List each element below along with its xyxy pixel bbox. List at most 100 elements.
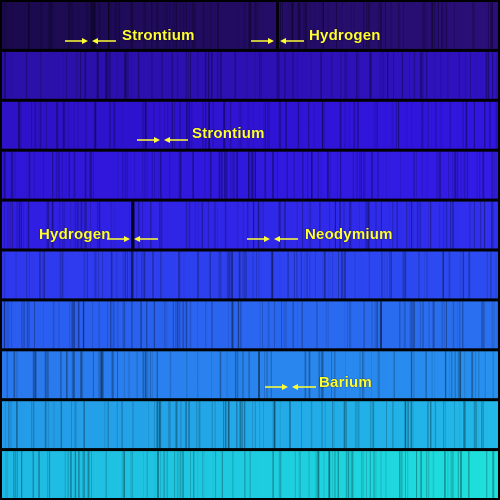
absorption-line — [465, 101, 468, 149]
absorption-line — [317, 301, 318, 349]
absorption-line — [426, 251, 428, 299]
absorption-line — [305, 2, 307, 49]
absorption-line — [468, 251, 471, 299]
absorption-line — [344, 301, 346, 349]
absorption-line — [77, 301, 80, 349]
absorption-line — [330, 51, 333, 99]
absorption-line — [309, 251, 311, 299]
absorption-line — [192, 2, 194, 49]
absorption-line — [371, 351, 372, 399]
absorption-line — [357, 101, 359, 149]
absorption-line — [223, 401, 225, 449]
absorption-line — [171, 51, 173, 99]
absorption-line — [293, 251, 295, 299]
absorption-line — [421, 101, 423, 149]
absorption-line — [465, 101, 467, 149]
absorption-line — [138, 51, 140, 99]
absorption-line — [250, 2, 252, 49]
absorption-line — [327, 151, 329, 199]
absorption-line — [84, 251, 86, 299]
absorption-line — [419, 201, 422, 249]
absorption-line — [463, 401, 465, 449]
absorption-line — [321, 2, 323, 49]
absorption-line — [78, 2, 80, 49]
absorption-line — [48, 2, 51, 49]
absorption-line — [45, 201, 48, 249]
absorption-line — [143, 151, 145, 199]
absorption-line — [183, 251, 185, 299]
absorption-line — [98, 301, 100, 349]
absorption-line — [259, 301, 261, 349]
absorption-line — [441, 2, 443, 49]
absorption-line — [435, 2, 436, 49]
absorption-line — [185, 51, 188, 99]
absorption-line — [369, 451, 371, 498]
absorption-line — [424, 251, 425, 299]
absorption-line — [320, 151, 322, 199]
absorption-line — [333, 351, 336, 399]
absorption-line — [224, 401, 226, 449]
absorption-line — [279, 251, 281, 299]
absorption-line — [148, 401, 149, 449]
absorption-line — [117, 151, 119, 199]
absorption-line — [146, 301, 148, 349]
absorption-line — [80, 201, 83, 249]
absorption-line — [83, 301, 85, 349]
absorption-line — [162, 251, 163, 299]
absorption-line — [256, 251, 257, 299]
absorption-line — [291, 2, 294, 49]
absorption-line — [15, 251, 17, 299]
absorption-line — [427, 451, 430, 498]
absorption-line — [13, 451, 14, 498]
absorption-line — [254, 2, 256, 49]
absorption-line — [349, 301, 351, 349]
absorption-line — [11, 2, 13, 49]
absorption-line — [409, 301, 411, 349]
absorption-line — [443, 301, 445, 349]
absorption-line — [298, 2, 300, 49]
absorption-line — [426, 451, 428, 498]
absorption-line — [266, 351, 267, 399]
absorption-line — [151, 51, 153, 99]
absorption-line — [202, 451, 203, 498]
absorption-line — [125, 51, 128, 99]
absorption-line — [380, 451, 382, 498]
absorption-line — [80, 51, 82, 99]
absorption-line — [495, 51, 498, 99]
absorption-line — [289, 401, 291, 449]
absorption-line — [463, 151, 465, 199]
absorption-line — [447, 451, 449, 498]
absorption-line — [59, 251, 62, 299]
absorption-line — [178, 251, 180, 299]
absorption-line — [250, 151, 253, 199]
absorption-line — [390, 2, 393, 49]
absorption-line — [63, 101, 65, 149]
absorption-line — [183, 2, 185, 49]
absorption-line — [240, 301, 242, 349]
absorption-line — [386, 401, 387, 449]
absorption-line — [166, 451, 168, 498]
absorption-line — [440, 151, 441, 199]
absorption-line — [341, 251, 342, 299]
absorption-line — [435, 101, 437, 149]
absorption-line — [343, 201, 345, 249]
absorption-line — [315, 451, 317, 498]
strong-absorption-line — [131, 251, 134, 299]
absorption-line — [124, 351, 125, 399]
absorption-line — [434, 401, 437, 449]
absorption-line — [231, 251, 233, 299]
absorption-line — [188, 101, 190, 149]
absorption-line — [292, 2, 294, 49]
absorption-line — [3, 2, 5, 49]
absorption-line — [319, 351, 321, 399]
strong-absorption-line — [380, 301, 382, 349]
absorption-line — [367, 2, 370, 49]
absorption-line — [278, 451, 280, 498]
absorption-line — [285, 301, 287, 349]
absorption-line — [357, 101, 358, 149]
absorption-line — [484, 351, 486, 399]
absorption-line — [248, 351, 250, 399]
absorption-line — [61, 151, 63, 199]
absorption-line — [476, 401, 477, 449]
absorption-line — [23, 201, 24, 249]
